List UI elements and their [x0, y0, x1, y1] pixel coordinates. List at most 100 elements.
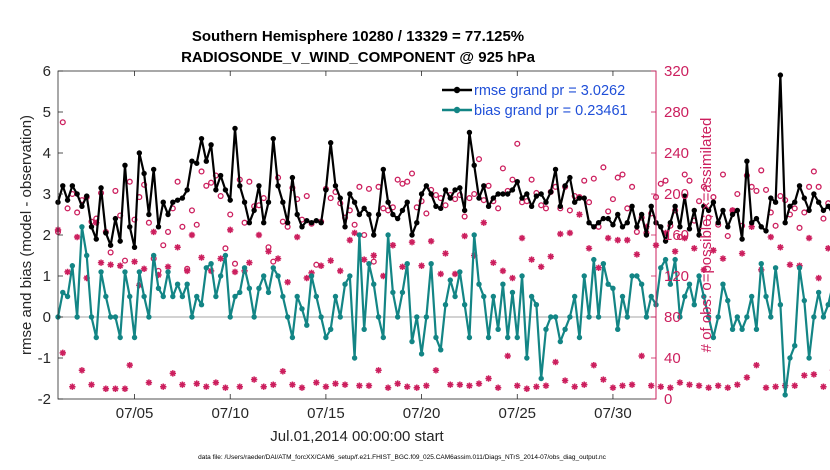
rmse-point	[471, 162, 477, 168]
rmse-point	[548, 189, 554, 195]
rmse-point	[758, 224, 764, 230]
obs-assimilated-markers	[54, 207, 830, 392]
obs-possible-point	[356, 183, 363, 190]
bias-point	[782, 392, 788, 398]
obs-possible-point	[528, 176, 535, 183]
rmse-point	[825, 203, 830, 209]
obs-possible-point	[112, 187, 119, 194]
bias-point	[686, 281, 693, 287]
bias-point	[710, 334, 717, 341]
bias-point	[184, 281, 190, 287]
obs-possible-point	[657, 180, 664, 187]
bias-point	[418, 351, 425, 357]
rmse-point	[595, 220, 602, 226]
bias-point	[399, 289, 406, 296]
obs-possible-point	[184, 265, 191, 272]
y2-tick-label: 40	[664, 350, 681, 367]
y-tick-label: 2	[43, 227, 51, 244]
obs-assimilated-point	[337, 267, 344, 275]
rmse-point	[308, 220, 315, 226]
bias-point	[131, 334, 138, 341]
obs-assimilated-point	[648, 382, 655, 389]
rmse-point	[509, 187, 516, 193]
y-tick-label: 5	[43, 104, 51, 121]
rmse-point	[557, 203, 564, 209]
obs-assimilated-point	[825, 245, 830, 252]
rmse-point	[433, 203, 439, 209]
bias-point	[203, 265, 210, 271]
rmse-point	[423, 183, 430, 189]
rmse-point	[79, 203, 85, 209]
rmse-series	[55, 72, 830, 250]
obs-possible-point	[59, 119, 66, 126]
bias-point	[739, 326, 745, 332]
bias-point	[524, 355, 530, 361]
obs-assimilated-point	[485, 375, 492, 382]
bias-series	[55, 224, 830, 398]
bias-point	[586, 314, 592, 320]
rmse-point	[772, 199, 779, 205]
rmse-point	[179, 195, 186, 201]
rmse-point	[299, 224, 305, 230]
bias-point	[466, 334, 473, 341]
rmse-point	[265, 199, 272, 205]
rmse-point	[74, 191, 80, 197]
rmse-point	[682, 193, 688, 199]
obs-possible-point	[772, 222, 779, 229]
obs-assimilated-point	[423, 382, 430, 389]
obs-possible-point	[227, 211, 234, 218]
bias-point	[122, 269, 128, 275]
bias-point	[150, 252, 157, 259]
obs-assimilated-point	[155, 271, 162, 279]
bias-point	[217, 273, 224, 279]
obs-possible-point	[509, 176, 516, 183]
rmse-point	[504, 191, 511, 197]
rmse-point	[275, 183, 281, 189]
legend-rmse-marker	[453, 86, 461, 94]
obs-assimilated-point	[250, 376, 258, 383]
obs-possible-point	[475, 156, 483, 163]
rmse-point	[452, 187, 458, 193]
x-tick-label: 07/30	[594, 405, 632, 422]
bias-point	[763, 293, 769, 300]
rmse-point	[696, 232, 702, 238]
rmse-point	[495, 191, 501, 197]
bias-point	[246, 285, 253, 291]
rmse-point	[500, 191, 506, 197]
bias-point	[261, 273, 267, 279]
obs-assimilated-point	[552, 358, 559, 366]
rmse-point	[323, 187, 329, 193]
legend-bias-marker	[453, 106, 461, 114]
bias-point	[103, 293, 109, 300]
rmse-point	[600, 215, 607, 222]
obs-assimilated-point	[729, 207, 736, 214]
obs-assimilated-point	[346, 236, 354, 244]
obs-assimilated-point	[619, 382, 626, 389]
x-tick-label: 07/25	[498, 405, 536, 422]
bias-point	[251, 314, 257, 320]
y2-tick-label: 0	[664, 391, 672, 408]
rmse-point	[533, 193, 540, 199]
rmse-point	[720, 207, 726, 214]
bias-point	[581, 273, 587, 279]
rmse-point	[351, 199, 358, 205]
obs-assimilated-point	[681, 234, 688, 242]
obs-assimilated-point	[93, 219, 100, 226]
bias-point	[174, 281, 181, 287]
rmse-point	[184, 187, 190, 193]
bias-point	[342, 281, 348, 287]
x-axis: 07/05 07/10 07/15 07/20 07/25 07/30	[116, 71, 632, 422]
obs-assimilated-point	[691, 245, 698, 252]
obs-possible-point	[705, 214, 712, 221]
bias-point	[170, 293, 176, 300]
bias-point	[237, 289, 243, 296]
obs-assimilated-point	[705, 384, 712, 391]
bias-point	[457, 269, 463, 275]
bias-point	[332, 293, 339, 300]
bias-point	[447, 277, 453, 283]
bias-point	[820, 314, 827, 320]
obs-possible-point	[107, 249, 114, 256]
bias-point	[667, 281, 674, 287]
obs-possible-point	[179, 223, 186, 230]
rmse-point	[815, 199, 822, 205]
